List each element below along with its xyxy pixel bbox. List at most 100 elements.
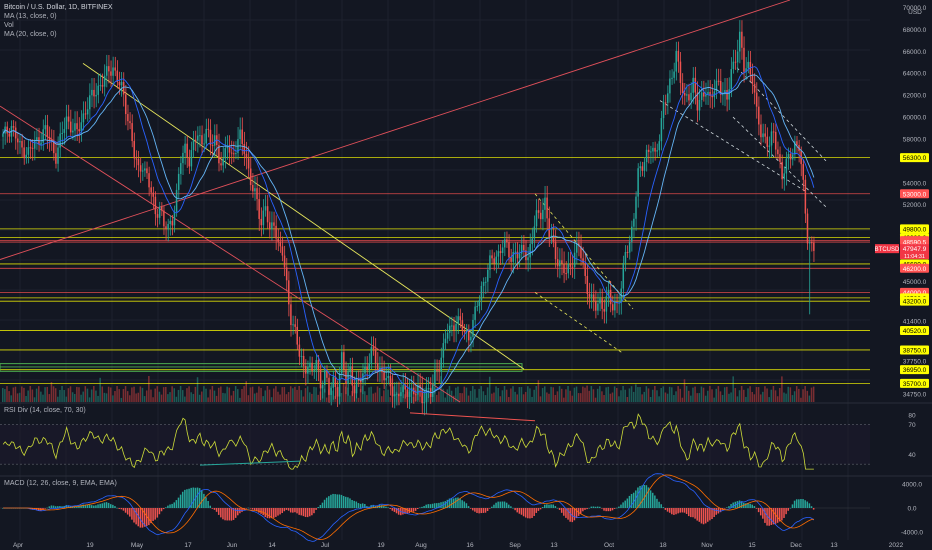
volume-bar (29, 386, 32, 402)
macd-hist-bar (325, 497, 328, 508)
macd-hist-bar (588, 507, 590, 509)
candle-body (747, 61, 749, 69)
symbol-title[interactable]: Bitcoin / U.S. Dollar, 1D, BITFINEX (4, 4, 113, 11)
volume-bar (95, 390, 97, 402)
candle-body (114, 67, 116, 71)
candle-body (99, 85, 102, 87)
macd-hist-bar (476, 508, 478, 513)
macd-hist-bar (560, 508, 563, 513)
volume-bar (728, 393, 730, 402)
macd-hist-bar (569, 508, 571, 522)
volume-bar (662, 386, 665, 402)
candle-body (484, 281, 487, 283)
macd-hist-bar (126, 508, 129, 515)
macd-hist-bar (524, 508, 527, 518)
macd-hist-bar (510, 506, 512, 508)
macd-hist-bar (736, 501, 739, 508)
candle-body (103, 75, 106, 87)
macd-hist-bar (234, 508, 237, 518)
macd-hist-bar (213, 508, 216, 510)
candle-body (470, 336, 472, 341)
price-tick-11: 37750.0 (903, 358, 927, 365)
candle-body (78, 129, 80, 132)
indicator-vol-label[interactable]: Vol (4, 22, 14, 29)
macd-hist-bar (281, 508, 283, 514)
candle-body (199, 135, 201, 137)
time-tick-6: Jul (321, 542, 330, 549)
indicator-ma20-label[interactable]: MA (20, close, 0) (4, 31, 57, 38)
volume-bar (512, 386, 514, 402)
macd-hist-bar (300, 508, 303, 516)
volume-bar (666, 393, 669, 402)
macd-hist-bar (630, 494, 633, 508)
volume-bar (535, 386, 538, 402)
candle-body (357, 379, 360, 381)
rsi-title[interactable]: RSI Div (14, close, 70, 30) (4, 407, 86, 414)
indicator-ma13-label[interactable]: MA (13, close, 0) (4, 13, 57, 20)
volume-bar (539, 396, 542, 402)
macd-hist-bar (340, 494, 343, 508)
volume-bar (167, 394, 169, 402)
volume-bar (190, 392, 192, 402)
macd-hist-bar (154, 508, 156, 520)
volume-bar (730, 392, 732, 402)
volume-bar (668, 386, 671, 402)
macd-hist-bar (503, 501, 506, 508)
candle-body (637, 168, 639, 197)
time-tick-12: Oct (604, 542, 614, 549)
ma13-line (2, 66, 815, 394)
volume-bar (762, 391, 764, 402)
candle-body (224, 148, 227, 159)
volume-bar (635, 384, 637, 402)
macd-hist-bar (488, 508, 491, 509)
candle-body (487, 269, 489, 282)
macd-hist-bar (664, 508, 667, 510)
macd-hist-bar (514, 508, 516, 511)
macd-hist-bar (268, 508, 271, 519)
volume-bar (323, 388, 326, 402)
macd-hist-bar (677, 508, 679, 514)
volume-bar (14, 386, 17, 402)
macd-hist-bar (772, 508, 775, 525)
macd-hist-bar (628, 495, 631, 508)
candle-body (27, 147, 30, 155)
macd-hist-bar (516, 508, 518, 513)
volume-bar (463, 386, 466, 402)
candle-body (489, 255, 491, 270)
macd-hist-bar (228, 508, 231, 521)
candle-body (415, 394, 417, 396)
macd-hist-bar (361, 503, 364, 508)
volume-bar (251, 386, 254, 402)
volume-bar (787, 386, 789, 402)
volume-bar (723, 387, 726, 402)
macd-hist-bar (508, 504, 510, 508)
volume-bar (359, 388, 362, 402)
macd-hist-bar (152, 508, 154, 521)
candle-body (563, 263, 565, 274)
candle-body (2, 133, 4, 137)
macd-hist-bar (31, 508, 34, 510)
candle-body (152, 192, 155, 197)
candle-body (446, 332, 449, 339)
volume-bar (8, 391, 10, 402)
price-tick-9: 45000.0 (903, 279, 927, 286)
macd-hist-bar (541, 507, 544, 508)
volume-bar (656, 390, 658, 402)
macd-title[interactable]: MACD (12, 26, close, 9, EMA, EMA) (4, 480, 117, 487)
volume-bar (357, 397, 360, 402)
macd-hist-bar (683, 508, 686, 513)
time-axis[interactable]: Apr 19 May 17 Jun 14 Jul 19 Aug 16 Sep 13 Oct 18 Nov 15… (13, 542, 904, 549)
volume-bar (573, 387, 576, 402)
volume-bar (101, 386, 104, 402)
candle-body (46, 125, 49, 137)
volume-bar (71, 392, 74, 402)
candle-body (622, 262, 625, 289)
level-label-13: 36950.0 (903, 367, 927, 374)
candle-body (779, 154, 781, 162)
candle-body (766, 136, 769, 147)
volume-bar (25, 396, 27, 402)
volume-bar (776, 396, 779, 402)
macd-hist-bar (302, 508, 305, 517)
